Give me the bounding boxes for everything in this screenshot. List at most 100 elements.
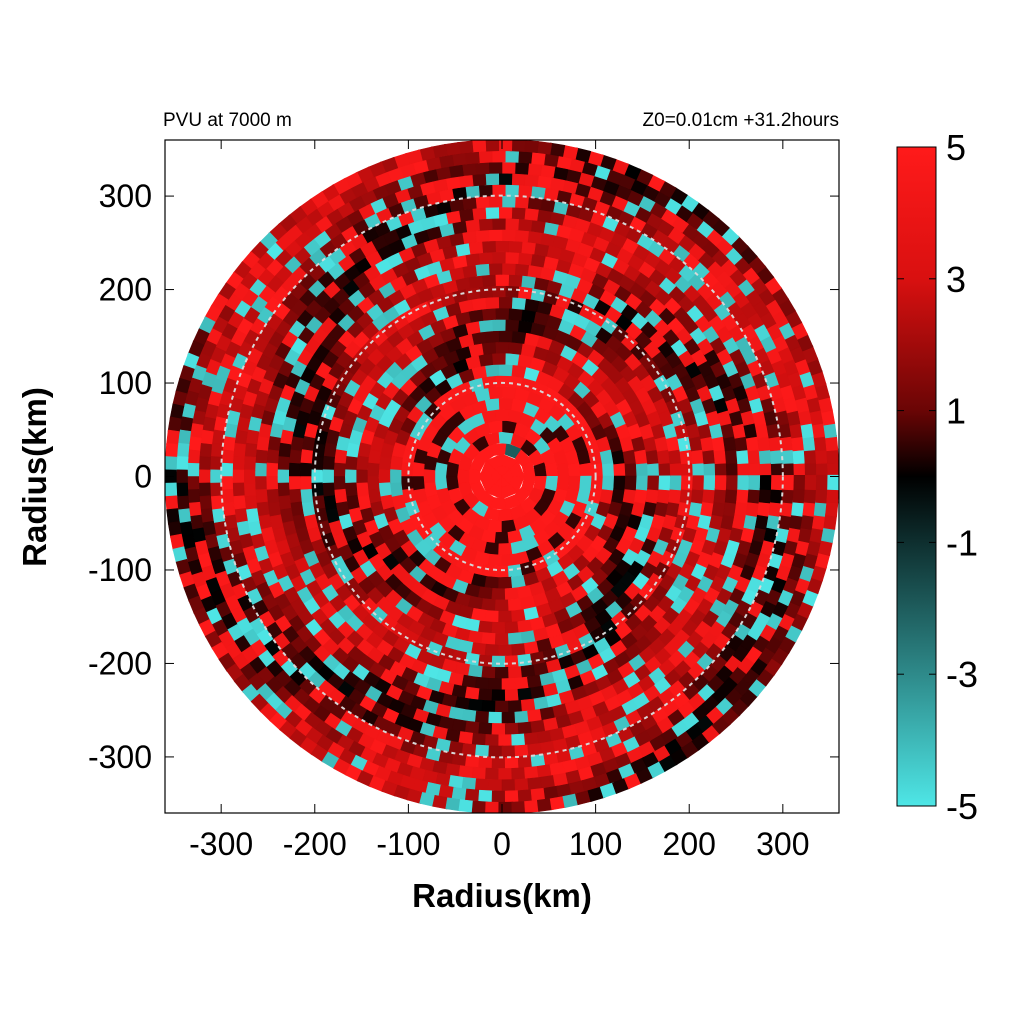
field-cell — [480, 274, 496, 287]
field-cell — [254, 449, 268, 466]
field-cell — [490, 318, 506, 332]
field-cell — [491, 588, 507, 601]
field-cell — [725, 461, 739, 477]
field-cell — [400, 476, 414, 492]
field-cell — [478, 654, 494, 668]
field-cell — [497, 140, 513, 152]
field-cell — [232, 442, 246, 459]
field-cell — [494, 274, 510, 287]
field-cell — [668, 488, 682, 504]
field-cell — [522, 207, 539, 221]
field-cell — [645, 488, 660, 504]
field-cell — [243, 442, 258, 459]
field-cell — [497, 330, 513, 343]
field-cell — [471, 766, 488, 780]
field-cell — [484, 610, 500, 623]
field-cell — [355, 455, 369, 472]
field-cell — [487, 262, 503, 276]
field-cell — [490, 150, 506, 163]
field-cell — [322, 455, 335, 472]
field-cell — [485, 801, 501, 813]
field-cell — [758, 487, 772, 504]
colorbar-ticks: 5 3 1 -1 -3 -5 — [897, 127, 978, 827]
field-cell — [478, 722, 494, 736]
field-cell — [703, 461, 716, 477]
field-cell — [516, 218, 533, 232]
field-cell — [494, 633, 510, 646]
field-cell — [187, 449, 201, 466]
field-cell — [333, 476, 346, 492]
field-cell — [471, 800, 488, 813]
field-cell — [175, 482, 189, 499]
field-cell — [474, 778, 491, 792]
y-axis-ticks: -300 -200 -100 0 100 200 300 — [88, 178, 839, 775]
field-cell — [478, 688, 494, 702]
field-cell — [510, 140, 526, 152]
field-cell — [500, 262, 516, 276]
field-cell — [503, 184, 520, 197]
field-cell — [826, 487, 839, 504]
field-cell — [526, 230, 543, 245]
field-cell — [813, 500, 828, 517]
field-cell — [494, 599, 510, 612]
field-cell — [498, 610, 514, 623]
field-cell — [519, 241, 536, 255]
field-cell — [468, 698, 485, 712]
field-cell — [266, 449, 280, 465]
colorbar-tick-label: 1 — [946, 391, 966, 432]
field-cell — [322, 469, 334, 485]
field-cell — [669, 461, 683, 477]
field-cell — [464, 686, 481, 701]
field-cell — [491, 689, 507, 702]
field-cell — [310, 455, 324, 472]
field-cell — [658, 475, 671, 491]
field-cell — [768, 500, 783, 517]
field-cell — [483, 296, 500, 310]
field-cell — [781, 487, 795, 504]
field-cell — [464, 788, 482, 802]
field-cell — [504, 352, 520, 366]
field-cell — [198, 456, 211, 472]
field-cell — [498, 576, 514, 590]
field-cell — [504, 722, 521, 736]
field-cell — [243, 456, 256, 472]
field-cell — [255, 436, 270, 453]
field-cell — [175, 456, 189, 472]
field-cell — [545, 476, 559, 492]
field-cell — [579, 475, 593, 491]
field-cell — [507, 341, 523, 355]
field-cell — [504, 285, 520, 298]
field-cell — [232, 456, 245, 472]
field-cell — [220, 462, 234, 478]
field-cell — [725, 475, 739, 491]
field-cell — [782, 474, 795, 491]
field-cell — [503, 217, 520, 231]
field-cell — [501, 386, 517, 400]
field-cell — [471, 642, 488, 656]
field-cell — [457, 468, 470, 485]
field-cell — [378, 455, 392, 472]
field-cell — [792, 487, 806, 504]
field-cell — [757, 500, 771, 517]
x-axis-label: Radius(km) — [412, 877, 592, 914]
field-cell — [198, 442, 213, 459]
field-cell — [254, 476, 267, 492]
field-cell — [504, 621, 520, 635]
field-cell — [504, 655, 520, 668]
field-cell — [508, 666, 524, 679]
field-cell — [737, 461, 750, 477]
field-cell — [504, 790, 521, 803]
field-cell — [491, 756, 507, 769]
field-cell — [501, 677, 517, 691]
y-tick-label: -300 — [88, 739, 152, 775]
field-cell — [793, 475, 806, 491]
field-cell — [504, 318, 520, 332]
field-cell — [299, 449, 314, 465]
colorbar-tick-label: -3 — [946, 654, 978, 695]
field-cell — [804, 461, 817, 477]
field-cell — [220, 476, 234, 492]
field-cell — [243, 469, 256, 485]
field-cell — [613, 475, 626, 491]
field-cell — [714, 461, 728, 477]
field-cell — [692, 475, 705, 491]
